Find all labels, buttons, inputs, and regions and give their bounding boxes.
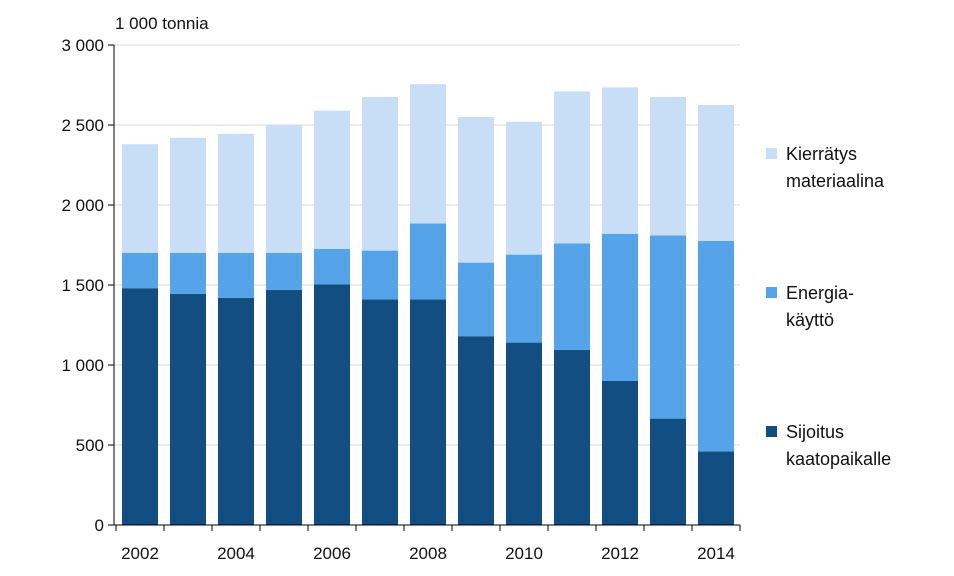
bar-2014-series-1	[698, 241, 734, 452]
bar-2011-series-2	[554, 91, 590, 244]
bar-2004-series-2	[218, 133, 254, 253]
bar-2012-series-2	[602, 87, 638, 234]
bar-2005-series-1	[266, 253, 302, 290]
bar-2006-series-1	[314, 249, 350, 285]
bar-2008-series-2	[410, 84, 446, 224]
legend-label-2: materiaalina	[786, 171, 885, 191]
bar-2006-series-2	[314, 110, 350, 249]
bar-2007-series-0	[362, 299, 398, 525]
bar-2002-series-1	[122, 253, 158, 289]
bar-2013-series-0	[650, 418, 686, 525]
bar-2003-series-1	[170, 253, 206, 294]
bar-2005-series-2	[266, 125, 302, 253]
legend-swatch-1	[766, 287, 777, 298]
legend: Kierrätys materiaalina Energia-käyttö Sijoi…	[766, 144, 891, 469]
legend-label-0: kaatopaikalle	[786, 449, 891, 469]
bar-2011-series-0	[554, 349, 590, 525]
y-tick-label: 2 500	[61, 116, 104, 135]
bar-2004-series-0	[218, 297, 254, 525]
bar-2010-series-2	[506, 121, 542, 255]
y-tick-label: 1 000	[61, 356, 104, 375]
y-tick-label: 3 000	[61, 36, 104, 55]
legend-swatch-0	[766, 426, 777, 437]
bar-2009-series-2	[458, 117, 494, 263]
y-tick-label: 0	[95, 516, 104, 535]
bar-2002-series-2	[122, 144, 158, 253]
bar-2007-series-1	[362, 250, 398, 300]
bar-2008-series-1	[410, 223, 446, 300]
bar-2005-series-0	[266, 289, 302, 525]
bar-2010-series-1	[506, 254, 542, 343]
x-tick-label: 2006	[313, 544, 351, 563]
bar-2010-series-0	[506, 342, 542, 525]
y-tick-label: 500	[76, 436, 104, 455]
bar-2011-series-1	[554, 243, 590, 350]
bar-2003-series-0	[170, 293, 206, 525]
bar-2014-series-2	[698, 105, 734, 241]
bar-layer	[122, 84, 734, 525]
bar-2007-series-2	[362, 97, 398, 251]
x-tick-label: 2010	[505, 544, 543, 563]
legend-label-1: Energia-	[786, 283, 854, 303]
bar-2009-series-0	[458, 336, 494, 525]
unit-label: 1 000 tonnia	[115, 14, 209, 33]
bar-2009-series-1	[458, 262, 494, 337]
legend-label-2: Kierrätys	[786, 144, 857, 164]
bar-2006-series-0	[314, 284, 350, 525]
legend-label-1: käyttö	[786, 310, 834, 330]
bar-2014-series-0	[698, 451, 734, 525]
bar-2012-series-0	[602, 381, 638, 525]
legend-swatch-2	[766, 148, 777, 159]
x-tick-label: 2008	[409, 544, 447, 563]
bar-2002-series-0	[122, 288, 158, 525]
legend-label-0: Sijoitus	[786, 422, 844, 442]
bar-2003-series-2	[170, 137, 206, 253]
bar-2008-series-0	[410, 299, 446, 525]
bar-2013-series-2	[650, 97, 686, 236]
x-tick-label: 2004	[217, 544, 255, 563]
y-tick-label: 1 500	[61, 276, 104, 295]
x-tick-label: 2014	[697, 544, 735, 563]
bar-2012-series-1	[602, 233, 638, 381]
axis-layer: 0 500 1 000 1 500 2 000 2 500 3 000 2002 2004 200…	[61, 36, 741, 563]
bar-2004-series-1	[218, 253, 254, 298]
x-tick-label: 2012	[601, 544, 639, 563]
bar-2013-series-1	[650, 235, 686, 419]
x-tick-label: 2002	[121, 544, 159, 563]
y-tick-label: 2 000	[61, 196, 104, 215]
